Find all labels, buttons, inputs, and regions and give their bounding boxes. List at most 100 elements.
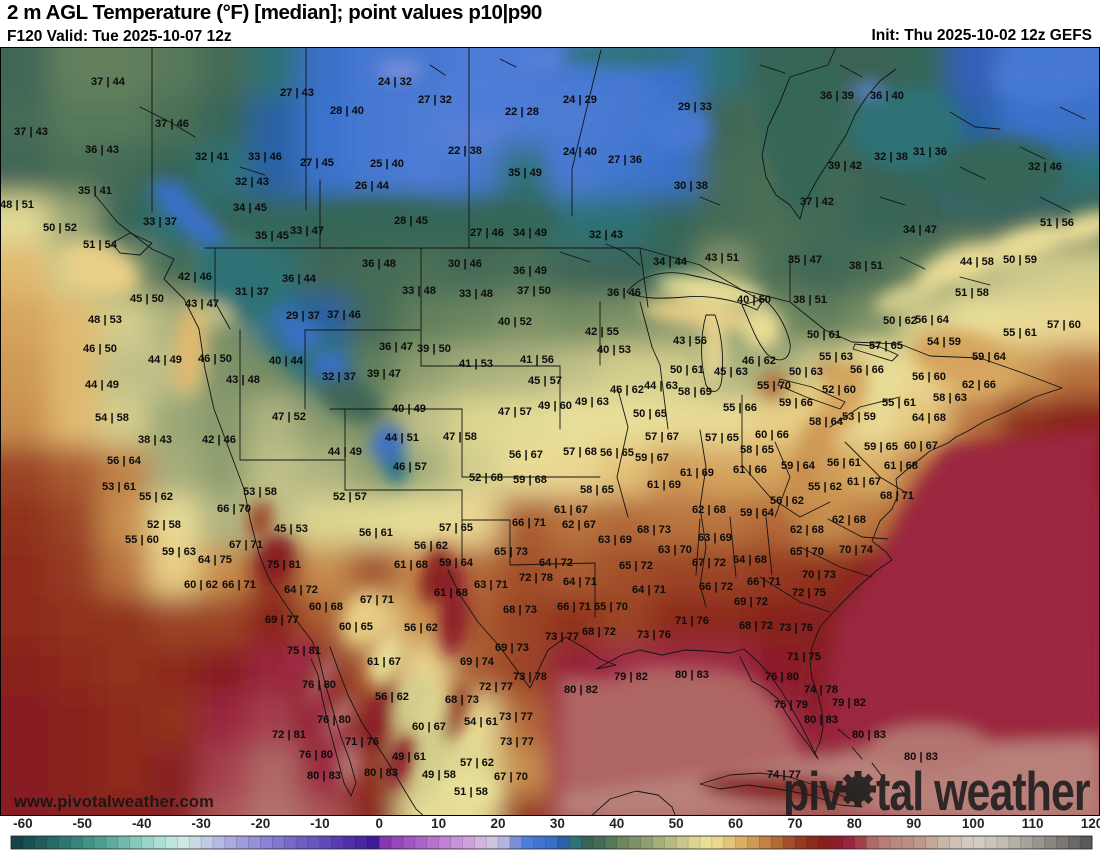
svg-text:72 | 81: 72 | 81: [272, 729, 306, 741]
svg-text:36 | 46: 36 | 46: [607, 287, 641, 299]
svg-text:80 | 83: 80 | 83: [364, 767, 398, 779]
svg-text:55 | 61: 55 | 61: [1003, 327, 1037, 339]
svg-text:68 | 73: 68 | 73: [503, 604, 537, 616]
svg-text:67 | 71: 67 | 71: [229, 539, 263, 551]
svg-text:43 | 51: 43 | 51: [705, 252, 739, 264]
svg-text:68 | 71: 68 | 71: [880, 490, 914, 502]
svg-text:60: 60: [728, 816, 743, 831]
svg-text:73 | 77: 73 | 77: [499, 711, 533, 723]
svg-text:68 | 73: 68 | 73: [637, 524, 671, 536]
svg-text:66 | 72: 66 | 72: [699, 581, 733, 593]
svg-text:63 | 71: 63 | 71: [474, 579, 508, 591]
svg-text:51 | 58: 51 | 58: [955, 287, 989, 299]
svg-text:68 | 72: 68 | 72: [582, 626, 616, 638]
svg-text:38 | 51: 38 | 51: [793, 294, 827, 306]
svg-text:73 | 76: 73 | 76: [779, 622, 813, 634]
svg-text:66 | 71: 66 | 71: [557, 601, 591, 613]
svg-text:80 | 83: 80 | 83: [307, 770, 341, 782]
svg-text:65 | 70: 65 | 70: [594, 601, 628, 613]
svg-text:80: 80: [847, 816, 862, 831]
svg-text:27 | 43: 27 | 43: [280, 87, 314, 99]
svg-text:58 | 64: 58 | 64: [809, 416, 844, 428]
svg-text:43 | 56: 43 | 56: [673, 335, 707, 347]
svg-text:61 | 68: 61 | 68: [394, 559, 428, 571]
svg-text:26 | 44: 26 | 44: [355, 180, 390, 192]
svg-text:29 | 37: 29 | 37: [286, 310, 320, 322]
svg-text:68 | 72: 68 | 72: [739, 620, 773, 632]
svg-text:47 | 52: 47 | 52: [272, 411, 306, 423]
svg-text:55 | 62: 55 | 62: [139, 491, 173, 503]
svg-text:62 | 68: 62 | 68: [692, 504, 726, 516]
svg-text:60 | 62: 60 | 62: [184, 579, 218, 591]
svg-text:64 | 71: 64 | 71: [563, 576, 597, 588]
svg-text:59 | 68: 59 | 68: [513, 474, 547, 486]
svg-text:70 | 74: 70 | 74: [839, 544, 874, 556]
svg-text:37 | 42: 37 | 42: [800, 196, 834, 208]
svg-text:-10: -10: [310, 816, 330, 831]
svg-text:53 | 59: 53 | 59: [842, 411, 876, 423]
svg-text:56 | 62: 56 | 62: [404, 622, 438, 634]
svg-text:45 | 63: 45 | 63: [714, 366, 748, 378]
svg-text:-60: -60: [13, 816, 33, 831]
svg-text:36 | 47: 36 | 47: [379, 341, 413, 353]
svg-text:22 | 28: 22 | 28: [505, 106, 539, 118]
svg-text:41 | 53: 41 | 53: [459, 358, 493, 370]
svg-text:59 | 63: 59 | 63: [162, 546, 196, 558]
svg-text:54 | 59: 54 | 59: [927, 336, 961, 348]
svg-text:64 | 68: 64 | 68: [912, 412, 946, 424]
svg-text:75 | 81: 75 | 81: [267, 559, 301, 571]
svg-text:55 | 70: 55 | 70: [757, 380, 791, 392]
svg-text:34 | 49: 34 | 49: [513, 227, 547, 239]
svg-text:53 | 58: 53 | 58: [243, 486, 277, 498]
svg-text:61 | 67: 61 | 67: [554, 504, 588, 516]
svg-text:48 | 51: 48 | 51: [0, 199, 34, 211]
svg-text:55 | 66: 55 | 66: [723, 402, 757, 414]
svg-text:56 | 62: 56 | 62: [414, 540, 448, 552]
svg-text:38 | 43: 38 | 43: [138, 434, 172, 446]
svg-text:35 | 47: 35 | 47: [788, 254, 822, 266]
svg-text:72 | 78: 72 | 78: [519, 572, 553, 584]
svg-text:39 | 47: 39 | 47: [367, 368, 401, 380]
svg-text:58 | 65: 58 | 65: [740, 444, 774, 456]
svg-text:0: 0: [376, 816, 384, 831]
svg-text:63 | 69: 63 | 69: [598, 534, 632, 546]
svg-text:64 | 71: 64 | 71: [632, 584, 666, 596]
svg-text:46 | 50: 46 | 50: [83, 343, 117, 355]
svg-text:76 | 80: 76 | 80: [765, 671, 799, 683]
svg-text:60 | 67: 60 | 67: [904, 440, 938, 452]
svg-text:59 | 64: 59 | 64: [972, 351, 1007, 363]
svg-text:40 | 49: 40 | 49: [392, 403, 426, 415]
svg-text:52 | 58: 52 | 58: [147, 519, 181, 531]
svg-text:58 | 69: 58 | 69: [678, 386, 712, 398]
svg-text:39 | 50: 39 | 50: [417, 343, 451, 355]
svg-text:-40: -40: [132, 816, 152, 831]
svg-text:62 | 68: 62 | 68: [790, 524, 824, 536]
svg-text:30 | 46: 30 | 46: [448, 258, 482, 270]
svg-text:90: 90: [906, 816, 921, 831]
svg-text:29 | 33: 29 | 33: [678, 101, 712, 113]
svg-text:34 | 45: 34 | 45: [233, 202, 267, 214]
svg-text:69 | 72: 69 | 72: [734, 596, 768, 608]
svg-text:45 | 53: 45 | 53: [274, 523, 308, 535]
svg-text:60 | 67: 60 | 67: [412, 721, 446, 733]
svg-text:45 | 50: 45 | 50: [130, 293, 164, 305]
svg-text:30: 30: [550, 816, 565, 831]
svg-text:51 | 54: 51 | 54: [83, 239, 118, 251]
svg-text:67 | 72: 67 | 72: [692, 557, 726, 569]
svg-text:39 | 42: 39 | 42: [828, 160, 862, 172]
svg-text:-30: -30: [191, 816, 211, 831]
svg-text:75 | 79: 75 | 79: [774, 699, 808, 711]
svg-text:43 | 48: 43 | 48: [226, 374, 260, 386]
svg-text:67 | 70: 67 | 70: [494, 771, 528, 783]
svg-text:56 | 66: 56 | 66: [850, 364, 884, 376]
svg-text:33 | 48: 33 | 48: [459, 288, 493, 300]
svg-text:55 | 60: 55 | 60: [125, 534, 159, 546]
svg-text:40: 40: [609, 816, 624, 831]
svg-text:62 | 66: 62 | 66: [962, 379, 996, 391]
svg-text:61 | 67: 61 | 67: [847, 476, 881, 488]
svg-text:37 | 43: 37 | 43: [14, 126, 48, 138]
svg-text:65 | 72: 65 | 72: [619, 560, 653, 572]
svg-text:60 | 66: 60 | 66: [755, 429, 789, 441]
svg-text:37 | 44: 37 | 44: [91, 76, 126, 88]
svg-text:75 | 81: 75 | 81: [287, 645, 321, 657]
